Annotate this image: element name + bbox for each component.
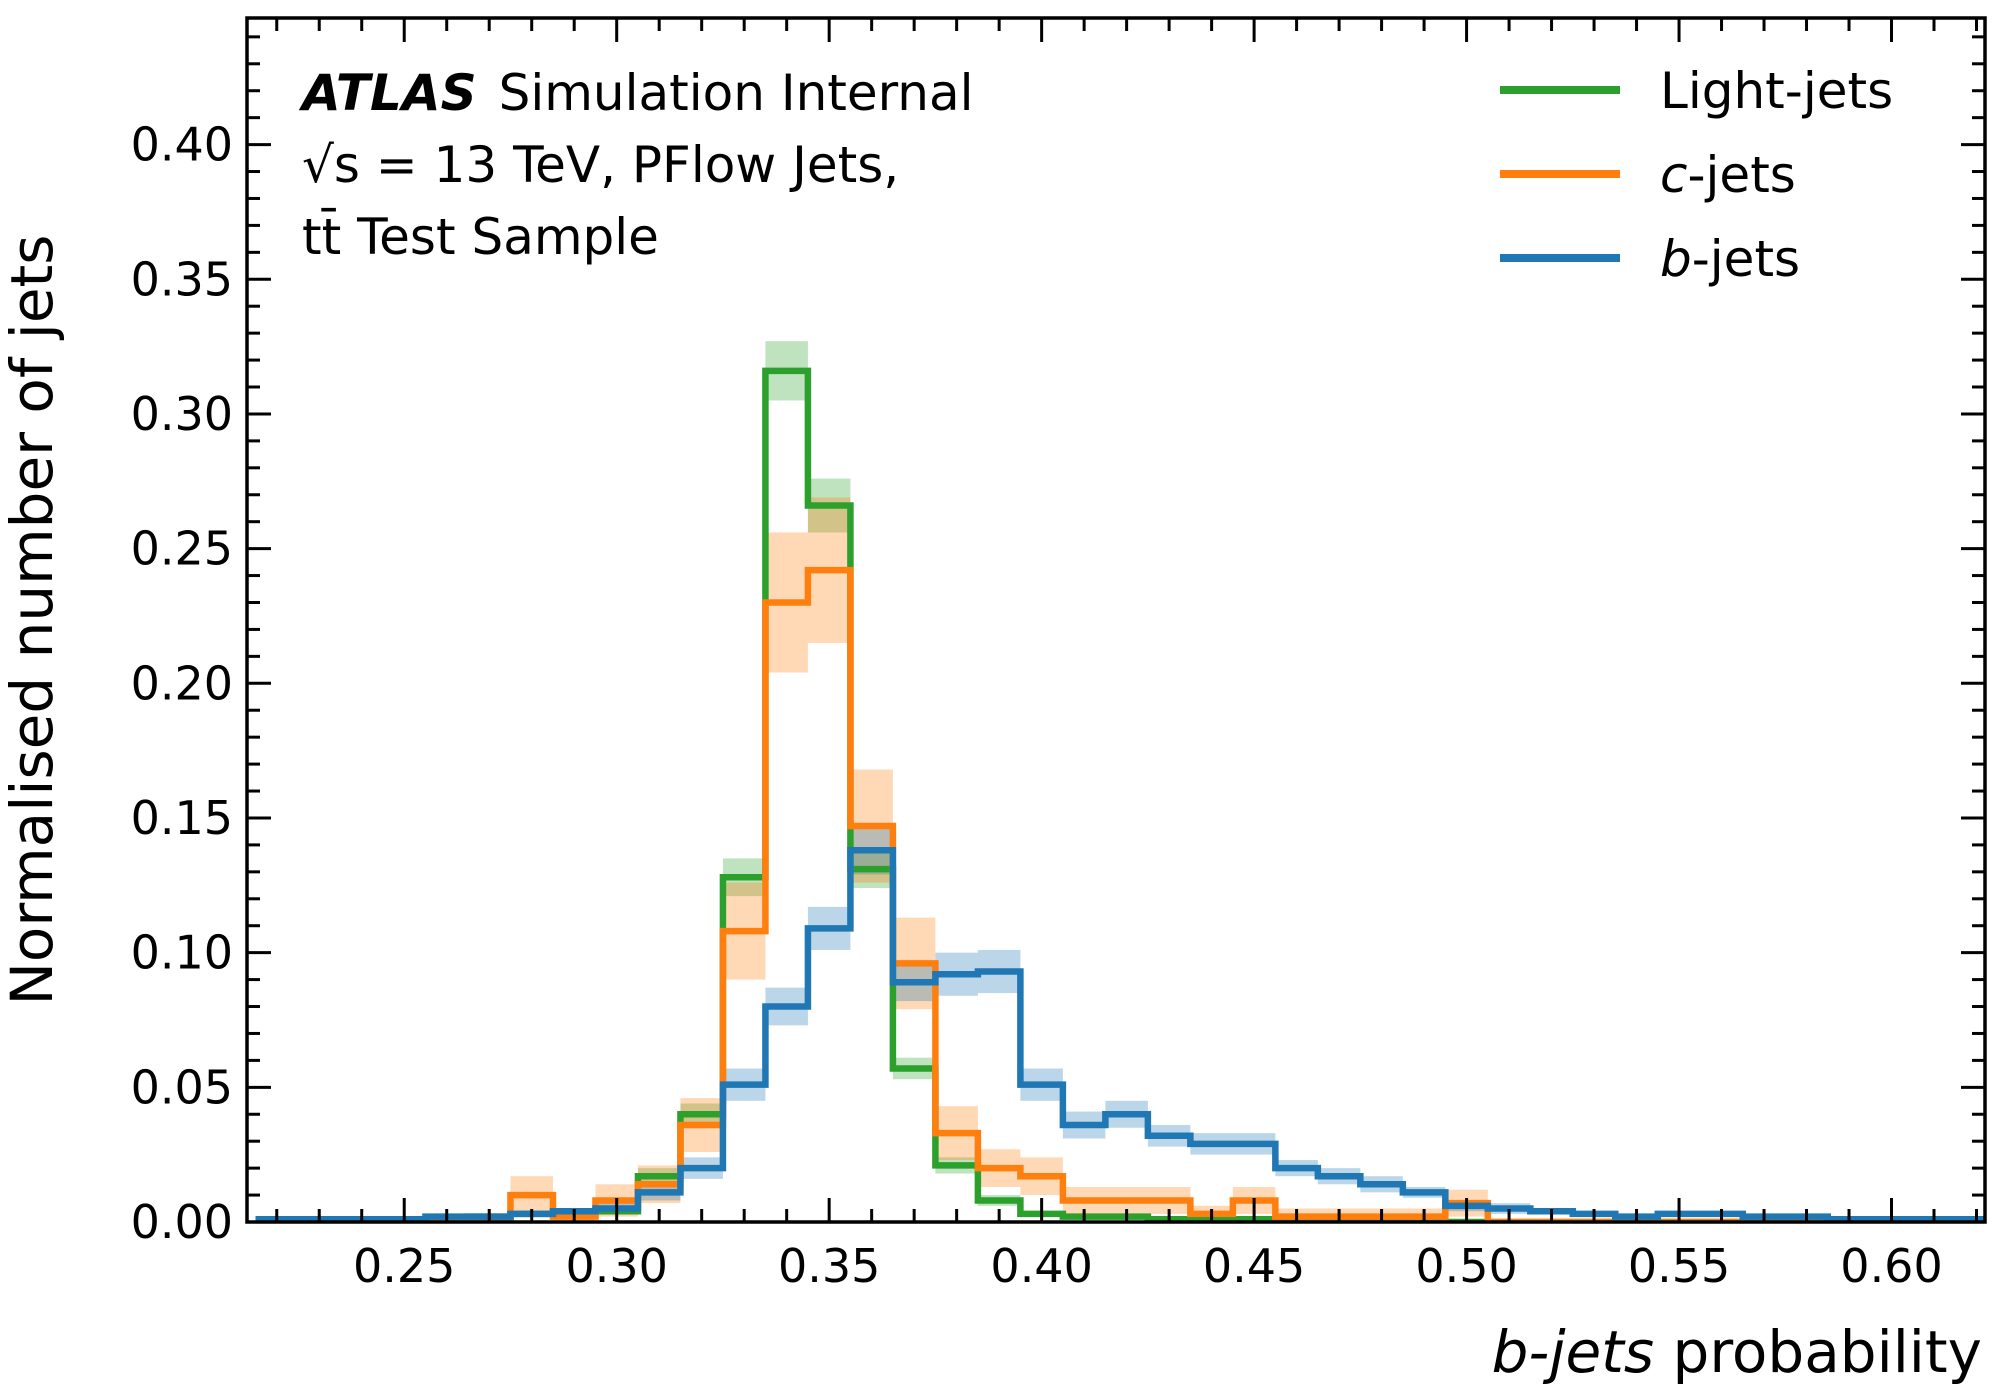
y-tick-label: 0.05	[131, 1060, 233, 1114]
atlas-label: ATLAS Simulation Internal √s = 13 TeV, PF…	[298, 64, 974, 266]
y-tick-label: 0.00	[131, 1195, 233, 1249]
plot-frame	[245, 16, 1987, 1224]
axis-ticks	[247, 18, 1985, 1224]
legend-label: Light-jets	[1660, 62, 1893, 120]
y-tick-labels: 0.00 0.05 0.10 0.15 0.20 0.25 0.30 0.35 0.40	[131, 118, 233, 1249]
x-tick-label: 0.45	[1203, 1239, 1305, 1293]
c-jets-line	[255, 566, 1985, 1222]
y-tick-label: 0.30	[131, 387, 233, 441]
legend: Light-jets c-jets b-jets	[1500, 62, 1893, 288]
x-tick-label: 0.55	[1628, 1239, 1730, 1293]
uncertainty-bands	[255, 341, 1985, 1222]
atlas-energy-label: √s = 13 TeV, PFlow Jets,	[302, 136, 899, 194]
atlas-sample-label: tt̄ Test Sample	[302, 207, 659, 266]
x-axis-title: b-jets probability	[1492, 1318, 1982, 1386]
y-tick-label: 0.40	[131, 118, 233, 172]
y-tick-label: 0.10	[131, 926, 233, 980]
x-tick-label: 0.60	[1840, 1239, 1942, 1293]
y-tick-label: 0.35	[131, 252, 233, 306]
y-tick-label: 0.25	[131, 522, 233, 576]
b-jets-line	[255, 847, 1985, 1222]
legend-label: b-jets	[1660, 230, 1800, 288]
x-tick-label: 0.40	[990, 1239, 1092, 1293]
x-tick-label: 0.30	[565, 1239, 667, 1293]
atlas-status-label: Simulation Internal	[499, 64, 974, 122]
atlas-experiment-label: ATLAS	[298, 64, 477, 122]
series-lines	[255, 367, 1985, 1222]
x-tick-label: 0.50	[1415, 1239, 1517, 1293]
light-jets-line	[255, 367, 1985, 1222]
x-tick-labels: 0.25 0.30 0.35 0.40 0.45 0.50 0.55 0.60	[353, 1239, 1943, 1293]
y-axis-title: Normalised number of jets	[0, 234, 66, 1005]
x-tick-label: 0.25	[353, 1239, 455, 1293]
y-tick-label: 0.20	[131, 656, 233, 710]
x-tick-label: 0.35	[778, 1239, 880, 1293]
y-tick-label: 0.15	[131, 791, 233, 845]
legend-label: c-jets	[1660, 146, 1796, 204]
